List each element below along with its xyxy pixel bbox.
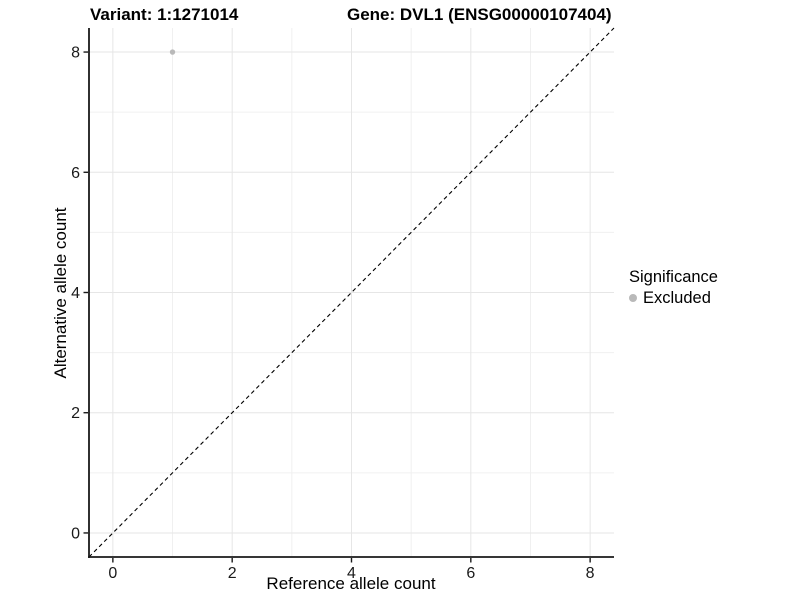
x-tick-label: 4 [347, 565, 356, 582]
legend-item-excluded: Excluded [629, 288, 718, 308]
x-tick-label: 2 [228, 565, 237, 582]
x-tick-label: 6 [466, 565, 475, 582]
y-tick-label: 4 [71, 285, 80, 302]
plot-title-gene: Gene: DVL1 (ENSG00000107404) [347, 5, 612, 24]
y-axis-label: Alternative allele count [51, 207, 70, 379]
x-tick-label: 8 [586, 565, 595, 582]
legend-title: Significance [629, 268, 718, 286]
legend-point-icon [629, 294, 637, 302]
y-tick-label: 6 [71, 165, 80, 182]
data-point [169, 49, 176, 55]
identity-line [88, 27, 615, 558]
legend: Significance Excluded [629, 267, 718, 308]
x-axis-label: Reference allele count [266, 574, 436, 593]
y-tick-label: 8 [71, 45, 80, 62]
plot-title-variant: Variant: 1:1271014 [90, 5, 239, 24]
x-tick-label: 0 [108, 565, 117, 582]
y-tick-label: 2 [71, 405, 80, 422]
y-tick-label: 0 [71, 525, 80, 542]
legend-item-label: Excluded [643, 289, 711, 307]
